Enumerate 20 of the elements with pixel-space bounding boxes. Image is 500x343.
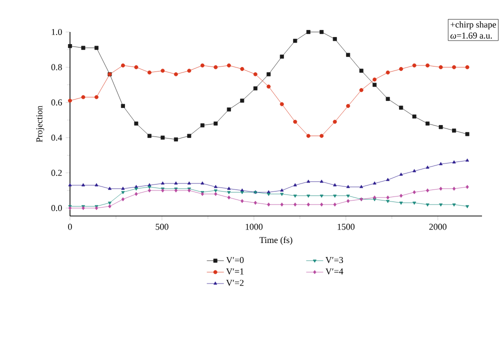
x-tick-label: 0 (68, 224, 72, 230)
legend-label: V′=3 (325, 256, 344, 264)
y-tick-label: 0.6 (51, 99, 62, 106)
legend-label: V′=4 (325, 268, 344, 274)
x-axis-title: Time (fs) (260, 236, 292, 245)
x-tick-label: 2000 (429, 224, 446, 230)
y-tick-label: 0.8 (51, 64, 62, 70)
y-axis-title: Projection (36, 106, 44, 142)
annotation: ω=1.69 a.u. (450, 32, 492, 39)
y-tick-label: 0.4 (51, 134, 62, 141)
legend-label: V′=0 (226, 256, 244, 264)
x-tick-label: 500 (156, 224, 168, 230)
x-tick-label: 1500 (338, 224, 355, 230)
x-tick-label: 1000 (246, 224, 263, 230)
y-tick-label: 1.0 (52, 28, 62, 36)
text: +chirp shape (450, 21, 496, 30)
y-tick-label: 0.0 (51, 205, 62, 212)
y-tick-label: 0.2 (51, 170, 62, 176)
legend-label: V′=2 (226, 280, 244, 286)
legend-label: V′=1 (226, 268, 244, 274)
